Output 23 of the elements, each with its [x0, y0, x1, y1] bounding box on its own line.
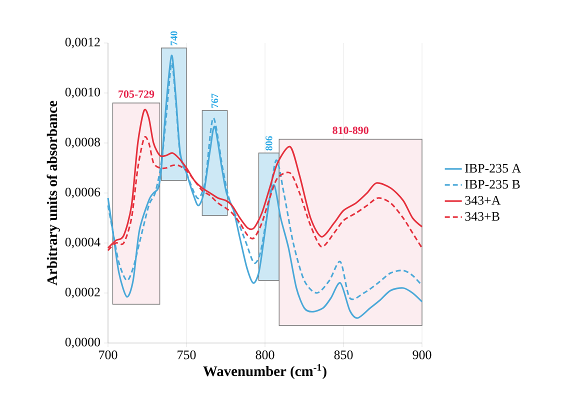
- y-tick-label: 0,0010: [65, 88, 100, 98]
- band-label: 810-890: [332, 126, 368, 134]
- band-label: 806: [266, 136, 272, 150]
- x-axis-title: Wavenumber (cm$^{-1}$): [203, 364, 326, 380]
- legend-label: IBP-235 A: [465, 164, 522, 173]
- x-tick-label: 800: [256, 350, 274, 360]
- y-axis-title: Arbitrary units of absorbance: [46, 100, 60, 286]
- legend-label: 343+B: [465, 212, 500, 221]
- legend-label: IBP-235 B: [465, 180, 520, 189]
- y-tick-label: 0,0012: [65, 38, 100, 48]
- x-tick-label: 900: [412, 350, 432, 360]
- legend-label: 343+A: [465, 196, 501, 205]
- x-tick-label: 750: [178, 350, 196, 360]
- band-label: 740: [170, 31, 178, 46]
- y-tick-label: 0,0006: [65, 188, 100, 198]
- y-tick-label: 0,0000: [65, 338, 100, 348]
- y-tick-label: 0,0008: [65, 138, 100, 148]
- band-label: 767: [211, 94, 218, 108]
- band-label: 705-729: [118, 90, 154, 98]
- y-tick-label: 0,0004: [65, 238, 100, 248]
- y-tick-label: 0,0002: [65, 288, 100, 298]
- x-tick-label: 700: [99, 350, 118, 360]
- x-tick-label: 850: [334, 350, 353, 360]
